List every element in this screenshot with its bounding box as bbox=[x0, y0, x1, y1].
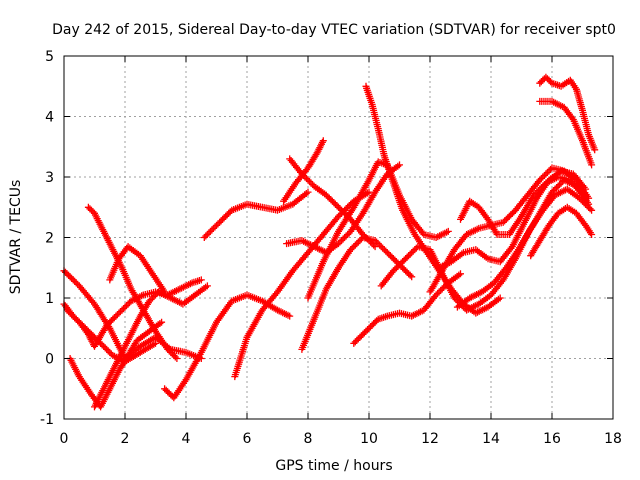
marker-path bbox=[231, 188, 373, 381]
series-arc-20 bbox=[426, 164, 593, 296]
marker-path bbox=[426, 164, 593, 296]
x-tick-label: 18 bbox=[604, 431, 622, 447]
series-arc-23 bbox=[527, 203, 596, 260]
marker-path bbox=[527, 203, 596, 260]
series-arc-3 bbox=[63, 276, 205, 350]
y-tick-label: 5 bbox=[45, 49, 54, 65]
series-arc-8 bbox=[161, 291, 294, 402]
marker-path bbox=[457, 173, 586, 238]
series-arc-7 bbox=[106, 243, 169, 296]
series-arc-6 bbox=[91, 282, 211, 411]
marker-path bbox=[91, 282, 211, 411]
marker-path bbox=[66, 318, 166, 411]
y-tick-label: -1 bbox=[40, 412, 54, 428]
x-tick-label: 10 bbox=[360, 431, 378, 447]
y-tick-label: 4 bbox=[45, 110, 54, 126]
series-arc-25 bbox=[536, 97, 596, 169]
chart-title: Day 242 of 2015, Sidereal Day-to-day VTE… bbox=[52, 22, 616, 38]
series-arc-4 bbox=[66, 318, 166, 411]
marker-path bbox=[63, 276, 205, 350]
marker-path bbox=[536, 73, 599, 154]
marker-path bbox=[200, 188, 312, 241]
y-tick-label: 1 bbox=[45, 291, 54, 307]
marker-path bbox=[377, 176, 593, 314]
x-tick-label: 0 bbox=[60, 431, 69, 447]
y-tick-label: 3 bbox=[45, 170, 54, 186]
x-tick-label: 12 bbox=[421, 431, 439, 447]
x-tick-label: 16 bbox=[543, 431, 561, 447]
x-axis-title: GPS time / hours bbox=[275, 458, 392, 474]
marker-path bbox=[106, 243, 169, 296]
x-tick-label: 14 bbox=[482, 431, 500, 447]
y-tick-label: 2 bbox=[45, 231, 54, 247]
x-tick-label: 4 bbox=[182, 431, 191, 447]
x-tick-label: 2 bbox=[121, 431, 130, 447]
x-tick-label: 6 bbox=[243, 431, 252, 447]
series-arc-18 bbox=[377, 176, 593, 314]
marker-path bbox=[298, 234, 416, 353]
series-arc-9 bbox=[200, 188, 312, 241]
marker-path bbox=[280, 137, 327, 205]
marker-path bbox=[161, 291, 294, 402]
y-axis-title: SDTVAR / TECUs bbox=[8, 180, 24, 295]
series-arc-24 bbox=[536, 73, 599, 154]
series-arc-22 bbox=[453, 185, 596, 311]
series-arc-13 bbox=[298, 234, 416, 353]
y-tick-label: 0 bbox=[45, 352, 54, 368]
series-arc-10 bbox=[231, 188, 373, 381]
series-arc-12 bbox=[280, 137, 327, 205]
marker-path bbox=[453, 185, 596, 311]
marker-path bbox=[536, 97, 596, 169]
x-tick-label: 8 bbox=[304, 431, 313, 447]
series-arc-21 bbox=[457, 173, 586, 238]
data-series-layer bbox=[60, 73, 599, 411]
